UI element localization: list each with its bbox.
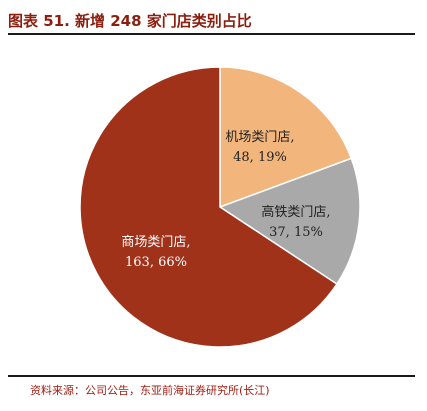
pie-slice-label-3: 商场类门店, 163, 66% [121, 235, 190, 270]
pie-slice-2 [218, 157, 361, 286]
chart-title: 图表 51. 新增 248 家门店类别占比 [8, 12, 252, 30]
pie-slice-label-2: 高铁类门店, 37, 15% [261, 204, 330, 240]
pie-slice-1 [219, 66, 353, 209]
pie-slice-3 [79, 66, 338, 348]
pie-labels: 机场类门店, 48, 19% 高铁类门店, 37, 15% 商场类门店, 163, 66% [121, 130, 330, 270]
source-note: 资料来源：公司公告，东亚前海证券研究所(长江) [30, 384, 270, 397]
title-divider [8, 33, 415, 35]
pie-slices [79, 66, 361, 348]
footer-divider [8, 375, 415, 377]
pie-slice-label-1: 机场类门店, 48, 19% [225, 130, 294, 165]
pie-chart: 机场类门店, 48, 19% 高铁类门店, 37, 15% 商场类门店, 163, 66% [79, 66, 361, 348]
